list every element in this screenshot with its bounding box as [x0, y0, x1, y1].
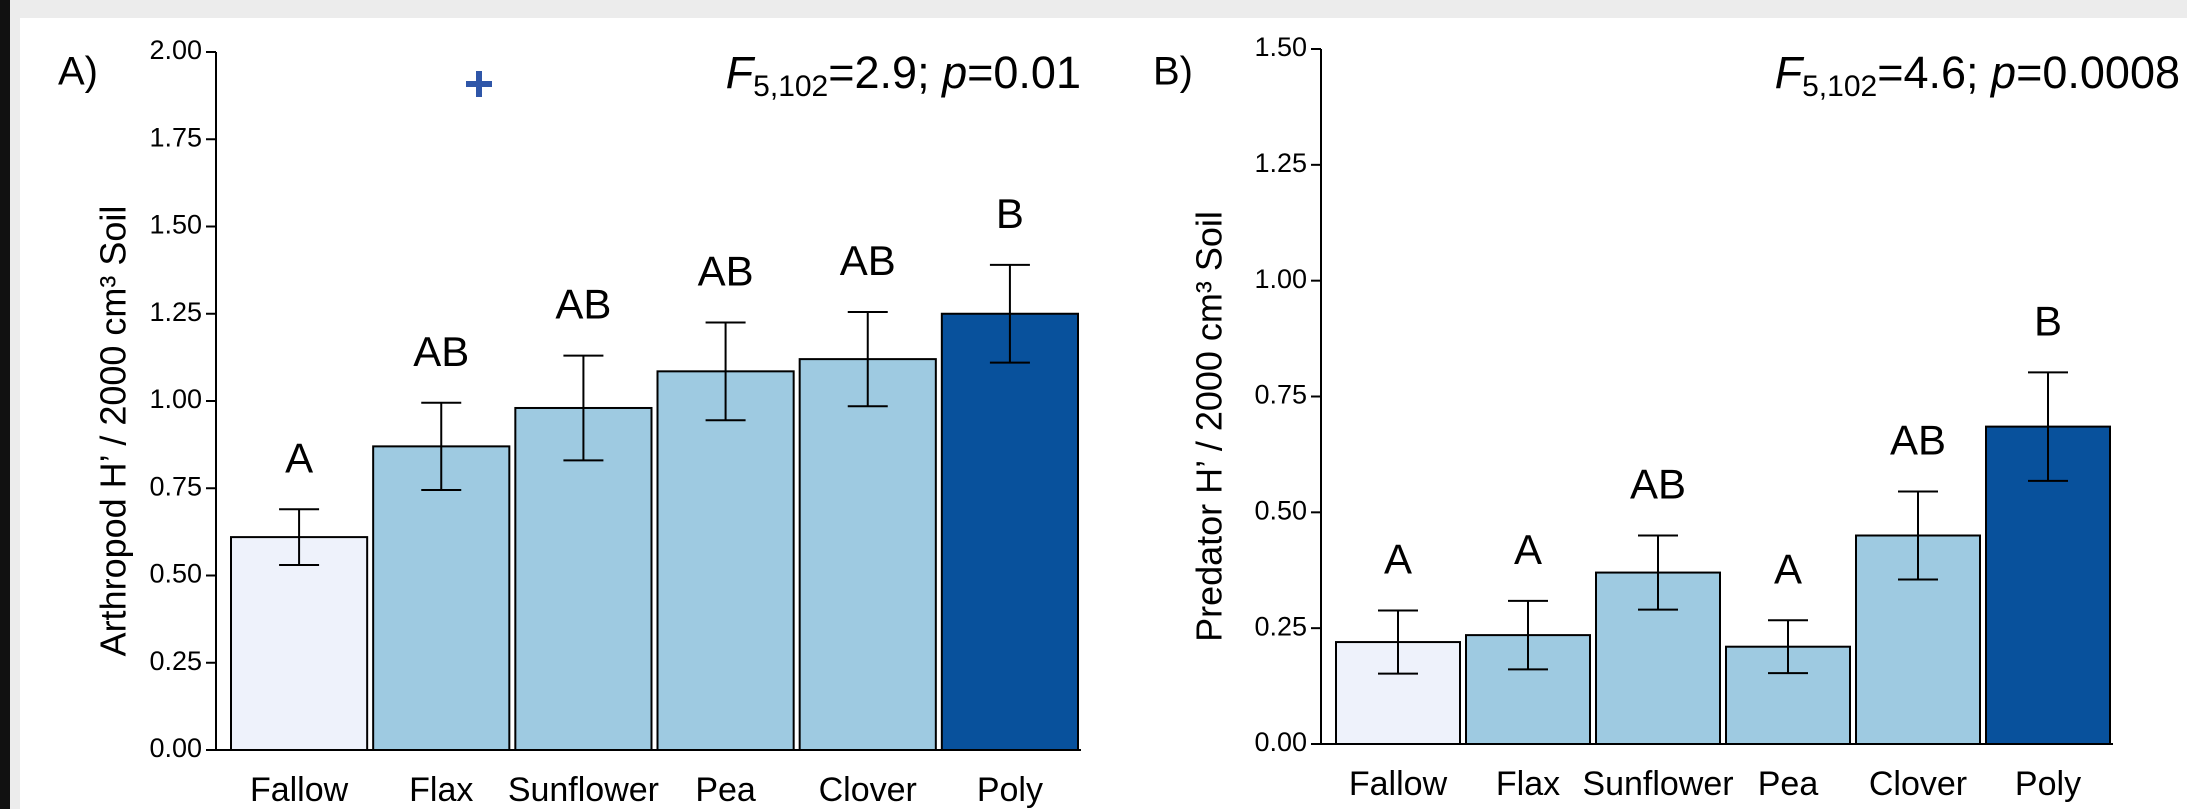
significance-letter: AB [1890, 417, 1946, 464]
y-tick-label: 0.00 [149, 733, 202, 763]
bar [940, 312, 1079, 751]
significance-letter: AB [698, 248, 754, 295]
stat-annotation: F5,102=2.9; p=0.01 [726, 47, 1081, 103]
stat-p: p [940, 47, 967, 98]
y-axis-label: Arthropod H’ / 2000 cm³ Soil [93, 206, 134, 657]
x-tick-label: Poly [2015, 765, 2081, 803]
x-tick-label: Pea [1758, 765, 1819, 803]
significance-letter: AB [413, 328, 469, 375]
bar [230, 536, 369, 751]
y-tick-label: 0.25 [149, 646, 202, 676]
x-tick-label: Fallow [1349, 765, 1448, 803]
stat-p-value: =0.0008 [2016, 47, 2180, 98]
significance-letter: A [1384, 536, 1412, 583]
y-tick-label: 0.50 [1254, 495, 1307, 525]
y-tick-label: 0.00 [1254, 727, 1307, 757]
x-tick-label: Clover [819, 771, 917, 809]
significance-letter: A [1774, 545, 1802, 592]
y-tick-label: 1.50 [1254, 32, 1307, 62]
bar [514, 406, 653, 751]
y-tick-label: 1.00 [149, 384, 202, 414]
stat-f: F [1775, 47, 1805, 98]
significance-letter: AB [840, 237, 896, 284]
y-axis-label: Predator H’ / 2000 cm³ Soil [1189, 211, 1230, 642]
significance-letter: B [996, 190, 1024, 237]
x-tick-label: Flax [1496, 765, 1560, 803]
bar [372, 445, 511, 751]
stat-p: p [1989, 47, 2016, 98]
y-tick-label: 1.25 [1254, 148, 1307, 178]
y-tick-label: 1.00 [1254, 264, 1307, 294]
significance-letter: A [1514, 526, 1542, 573]
plus-icon [466, 71, 492, 97]
stat-annotation: F5,102=4.6; p=0.0008 [1775, 47, 2180, 103]
x-tick-label: Pea [695, 771, 756, 809]
stat-f-value: =2.9; [828, 47, 942, 98]
stat-p-value: =0.01 [967, 47, 1081, 98]
y-tick-label: 0.50 [149, 559, 202, 589]
y-tick-label: 0.75 [149, 471, 202, 501]
bar [798, 358, 937, 751]
panel-label: A) [58, 50, 98, 94]
significance-letter: AB [555, 281, 611, 328]
x-tick-label: Fallow [250, 771, 349, 809]
bar [656, 370, 795, 751]
stat-df: 5,102 [1802, 70, 1877, 103]
left-edge [0, 0, 10, 809]
panel-label: B) [1153, 50, 1193, 94]
significance-letter: A [285, 434, 313, 481]
x-tick-label: Poly [977, 771, 1043, 809]
x-tick-label: Flax [409, 771, 473, 809]
y-tick-label: 1.50 [149, 210, 202, 240]
significance-letter: B [2034, 298, 2062, 345]
y-tick-label: 2.00 [149, 35, 202, 65]
x-tick-label: Clover [1869, 765, 1967, 803]
y-tick-label: 1.25 [149, 297, 202, 327]
stat-df: 5,102 [753, 70, 828, 103]
stat-f: F [726, 47, 756, 98]
y-tick-label: 0.25 [1254, 611, 1307, 641]
significance-letter: AB [1630, 461, 1686, 508]
y-tick-label: 1.75 [149, 122, 202, 152]
x-tick-label: Sunflower [1582, 765, 1733, 803]
x-tick-label: Sunflower [508, 771, 659, 809]
stat-f-value: =4.6; [1877, 47, 1991, 98]
y-tick-label: 0.75 [1254, 380, 1307, 410]
